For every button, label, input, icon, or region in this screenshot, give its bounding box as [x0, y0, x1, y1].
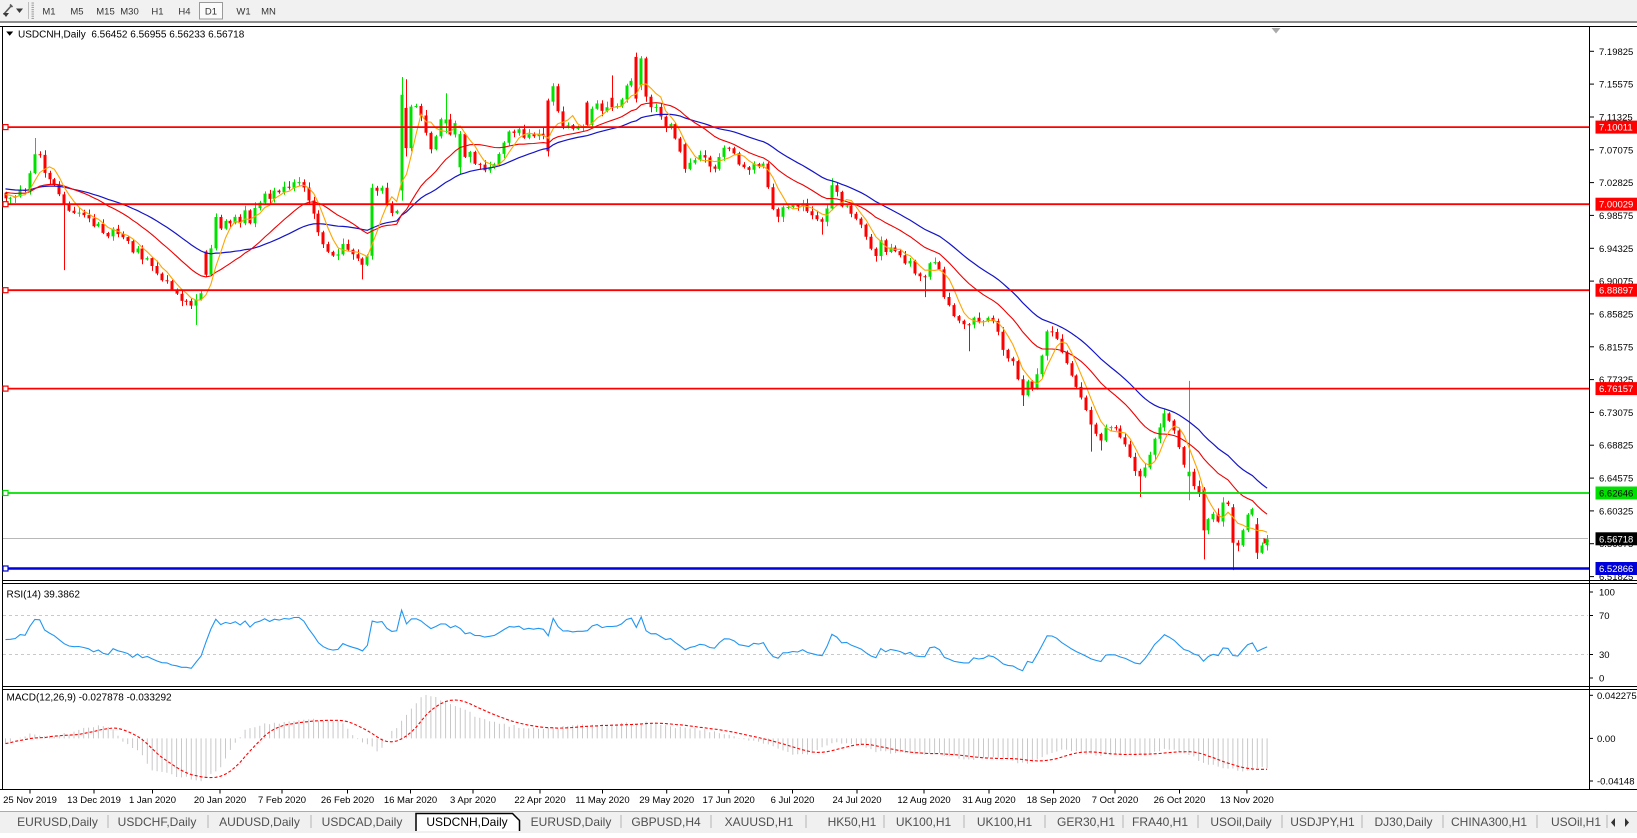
- svg-text:7.00029: 7.00029: [1599, 200, 1633, 211]
- svg-text:100: 100: [1599, 588, 1615, 599]
- svg-text:USDCHF,Daily: USDCHF,Daily: [118, 815, 197, 829]
- svg-text:0.00: 0.00: [1597, 734, 1616, 745]
- svg-text:11 May 2020: 11 May 2020: [575, 795, 629, 806]
- svg-text:USDJPY,H1: USDJPY,H1: [1290, 815, 1355, 829]
- svg-text:MN: MN: [261, 7, 276, 18]
- svg-text:6.56718: 6.56718: [1599, 534, 1633, 545]
- svg-text:30: 30: [1599, 650, 1610, 661]
- svg-text:W1: W1: [236, 7, 250, 18]
- svg-text:7.07075: 7.07075: [1599, 145, 1633, 156]
- svg-text:7 Oct 2020: 7 Oct 2020: [1092, 795, 1138, 806]
- svg-text:USOil,Daily: USOil,Daily: [1210, 815, 1271, 829]
- svg-text:6.98575: 6.98575: [1599, 211, 1633, 222]
- svg-text:0.042275: 0.042275: [1597, 691, 1637, 702]
- svg-text:XAUUSD,H1: XAUUSD,H1: [725, 815, 794, 829]
- svg-text:DJ30,Daily: DJ30,Daily: [1374, 815, 1432, 829]
- svg-text:12 Aug 2020: 12 Aug 2020: [897, 795, 950, 806]
- svg-text:1 Jan 2020: 1 Jan 2020: [129, 795, 176, 806]
- svg-text:18 Sep 2020: 18 Sep 2020: [1027, 795, 1081, 806]
- svg-text:6 Jul 2020: 6 Jul 2020: [771, 795, 815, 806]
- svg-text:H4: H4: [178, 7, 190, 18]
- svg-text:16 Mar 2020: 16 Mar 2020: [384, 795, 437, 806]
- svg-text:13 Dec 2019: 13 Dec 2019: [67, 795, 121, 806]
- svg-text:7.10011: 7.10011: [1599, 123, 1633, 134]
- svg-text:13 Nov 2020: 13 Nov 2020: [1220, 795, 1274, 806]
- svg-text:6.68825: 6.68825: [1599, 441, 1633, 452]
- svg-text:6.85825: 6.85825: [1599, 309, 1633, 320]
- svg-text:USDCNH,Daily 6.56452 6.56955: USDCNH,Daily 6.56452 6.56955 6.56233 6.5…: [18, 30, 245, 41]
- svg-text:6.76157: 6.76157: [1599, 384, 1633, 395]
- svg-text:GBPUSD,H4: GBPUSD,H4: [631, 815, 701, 829]
- svg-text:USDCAD,Daily: USDCAD,Daily: [322, 815, 403, 829]
- svg-text:EURUSD,Daily: EURUSD,Daily: [531, 815, 612, 829]
- svg-text:24 Jul 2020: 24 Jul 2020: [832, 795, 881, 806]
- svg-text:31 Aug 2020: 31 Aug 2020: [962, 795, 1015, 806]
- svg-text:UK100,H1: UK100,H1: [977, 815, 1033, 829]
- svg-text:USOil,H1: USOil,H1: [1551, 815, 1601, 829]
- svg-text:M15: M15: [96, 7, 114, 18]
- svg-text:7.19825: 7.19825: [1599, 47, 1633, 58]
- svg-text:D1: D1: [205, 7, 217, 18]
- svg-text:3 Apr 2020: 3 Apr 2020: [450, 795, 496, 806]
- svg-text:-0.04148: -0.04148: [1597, 777, 1635, 788]
- svg-text:M1: M1: [42, 7, 55, 18]
- svg-text:6.94325: 6.94325: [1599, 244, 1633, 255]
- svg-text:29 May 2020: 29 May 2020: [639, 795, 694, 806]
- svg-text:70: 70: [1599, 611, 1610, 622]
- svg-text:0: 0: [1599, 674, 1604, 685]
- svg-text:H1: H1: [151, 7, 163, 18]
- svg-text:6.88897: 6.88897: [1599, 286, 1633, 297]
- svg-text:UK100,H1: UK100,H1: [896, 815, 952, 829]
- svg-text:7 Feb 2020: 7 Feb 2020: [258, 795, 306, 806]
- svg-text:RSI(14) 39.3862: RSI(14) 39.3862: [7, 590, 81, 601]
- svg-text:M5: M5: [70, 7, 83, 18]
- svg-text:FRA40,H1: FRA40,H1: [1132, 815, 1188, 829]
- svg-text:6.62646: 6.62646: [1599, 489, 1633, 500]
- svg-text:7.02825: 7.02825: [1599, 178, 1633, 189]
- svg-text:20 Jan 2020: 20 Jan 2020: [194, 795, 246, 806]
- svg-text:6.60325: 6.60325: [1599, 506, 1633, 517]
- svg-text:M30: M30: [120, 7, 138, 18]
- svg-text:6.81575: 6.81575: [1599, 342, 1633, 353]
- svg-text:HK50,H1: HK50,H1: [828, 815, 877, 829]
- svg-text:17 Jun 2020: 17 Jun 2020: [703, 795, 755, 806]
- svg-text:GER30,H1: GER30,H1: [1057, 815, 1115, 829]
- svg-text:25 Nov 2019: 25 Nov 2019: [3, 795, 57, 806]
- svg-text:EURUSD,Daily: EURUSD,Daily: [17, 815, 98, 829]
- svg-text:CHINA300,H1: CHINA300,H1: [1451, 815, 1527, 829]
- svg-text:26 Feb 2020: 26 Feb 2020: [321, 795, 374, 806]
- svg-text:26 Oct 2020: 26 Oct 2020: [1154, 795, 1206, 806]
- svg-text:6.73075: 6.73075: [1599, 408, 1633, 419]
- svg-text:MACD(12,26,9) -0.027878 -0.033: MACD(12,26,9) -0.027878 -0.033292: [7, 693, 173, 704]
- svg-text:22 Apr 2020: 22 Apr 2020: [514, 795, 565, 806]
- svg-text:AUDUSD,Daily: AUDUSD,Daily: [219, 815, 300, 829]
- svg-text:USDCNH,Daily: USDCNH,Daily: [426, 815, 507, 829]
- svg-text:6.64575: 6.64575: [1599, 474, 1633, 485]
- svg-text:6.52866: 6.52866: [1599, 564, 1633, 575]
- svg-text:7.15575: 7.15575: [1599, 80, 1633, 91]
